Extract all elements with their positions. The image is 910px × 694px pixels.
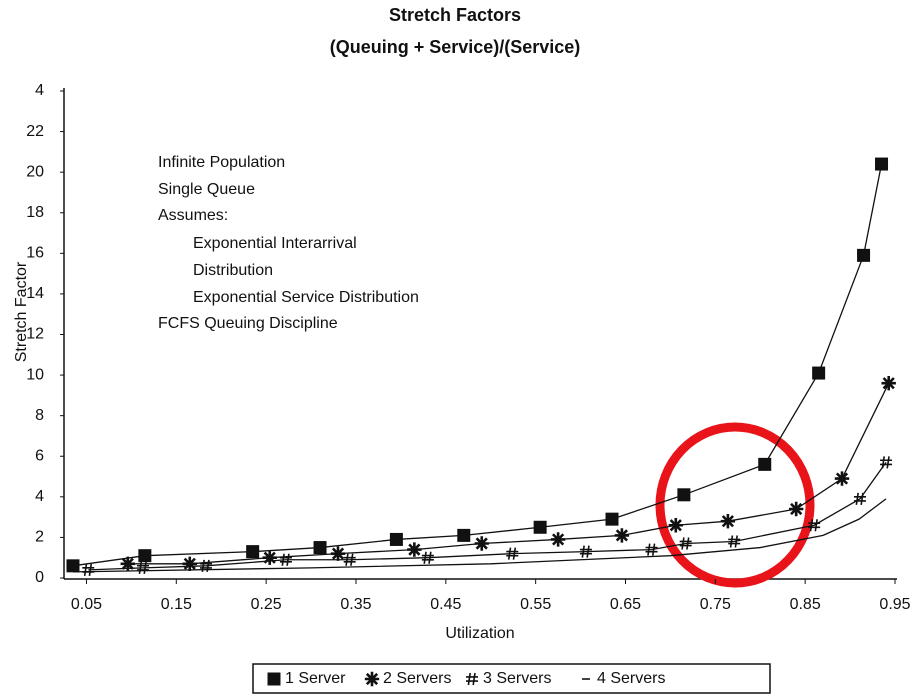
y-tick-label: 4 xyxy=(35,82,44,99)
data-point xyxy=(614,528,630,543)
data-point xyxy=(758,457,772,471)
data-point xyxy=(788,501,804,517)
legend-marker xyxy=(267,672,281,686)
note-line: FCFS Queuing Discipline xyxy=(158,315,338,332)
highlight-circle xyxy=(655,422,815,588)
x-tick-label: 0.25 xyxy=(251,596,282,613)
note-line: Exponential Interarrival xyxy=(193,235,357,252)
data-point xyxy=(808,519,821,532)
y-tick-label: 22 xyxy=(26,123,44,140)
note-line: Distribution xyxy=(193,262,273,279)
data-point xyxy=(720,513,736,529)
x-tick-label: 0.45 xyxy=(430,596,461,613)
data-point xyxy=(199,559,212,572)
note-line: Assumes: xyxy=(158,207,228,224)
data-point xyxy=(262,550,277,565)
y-tick-label: 6 xyxy=(35,447,44,464)
data-point xyxy=(605,512,619,526)
x-axis-label: Utilization xyxy=(445,625,514,642)
series-line xyxy=(127,382,890,565)
data-point xyxy=(834,471,850,486)
y-tick-label: 18 xyxy=(26,204,44,221)
y-tick-label: 4 xyxy=(35,488,44,505)
legend-marker xyxy=(466,672,478,686)
x-tick-label: 0.65 xyxy=(610,596,641,613)
data-point xyxy=(120,556,135,571)
y-tick-label: 0 xyxy=(35,569,44,586)
data-point xyxy=(66,559,80,573)
x-tick-label: 0.75 xyxy=(700,596,731,613)
data-point xyxy=(677,488,691,502)
series-line xyxy=(88,461,887,571)
data-point xyxy=(389,532,403,546)
data-point xyxy=(138,549,152,563)
note-line: Single Queue xyxy=(158,181,255,198)
data-point xyxy=(679,537,692,550)
legend-label: 2 Servers xyxy=(383,670,451,687)
legend-label: 1 Server xyxy=(285,670,346,687)
data-point xyxy=(474,536,489,551)
x-tick-label: 0.95 xyxy=(879,596,910,613)
y-axis-label: Stretch Factor xyxy=(13,261,30,362)
data-point xyxy=(421,551,434,564)
data-point xyxy=(82,563,95,577)
legend-box xyxy=(252,663,771,694)
assumptions-note: Infinite Population Single Queue Assumes… xyxy=(158,154,419,332)
data-point xyxy=(330,546,346,561)
data-point xyxy=(279,553,292,566)
chart-subtitle: (Queuing + Service)/(Service) xyxy=(330,37,581,57)
x-tick-label: 0.05 xyxy=(71,596,102,613)
data-point xyxy=(550,532,566,547)
note-line: Infinite Population xyxy=(158,154,285,171)
data-point xyxy=(533,520,547,534)
chart-title: Stretch Factors xyxy=(389,5,521,25)
y-tick-label: 2 xyxy=(35,529,44,546)
data-point xyxy=(313,541,327,555)
legend-marker xyxy=(364,671,380,687)
x-tick-label: 0.85 xyxy=(790,596,821,613)
y-tick-label: 8 xyxy=(35,407,44,424)
y-tick-label: 10 xyxy=(26,366,44,383)
y-tick-label: 20 xyxy=(26,163,44,180)
data-point xyxy=(645,543,658,556)
data-point xyxy=(343,553,356,566)
data-point xyxy=(579,545,592,558)
y-tick-label: 16 xyxy=(26,245,44,262)
data-point xyxy=(407,542,422,557)
x-tick-label: 0.35 xyxy=(340,596,371,613)
data-point xyxy=(137,561,150,574)
data-point xyxy=(728,535,741,548)
data-point xyxy=(881,376,896,391)
series-line xyxy=(72,498,887,573)
data-point xyxy=(853,492,866,505)
data-point xyxy=(880,456,893,469)
y-tick-label: 14 xyxy=(26,285,44,302)
series-line xyxy=(72,163,883,567)
legend-label: 4 Servers xyxy=(597,670,665,687)
data-point xyxy=(812,366,826,380)
data-point xyxy=(246,545,260,559)
data-point xyxy=(668,518,683,533)
data-point xyxy=(857,248,871,262)
data-point xyxy=(506,547,519,560)
data-point xyxy=(182,556,197,571)
y-tick-label: 12 xyxy=(26,326,44,343)
note-line: Exponential Service Distribution xyxy=(193,289,419,306)
x-tick-label: 0.55 xyxy=(520,596,551,613)
x-tick-label: 0.15 xyxy=(161,596,192,613)
legend-label: 3 Servers xyxy=(483,670,551,687)
data-point xyxy=(875,157,889,171)
data-point xyxy=(457,528,471,542)
